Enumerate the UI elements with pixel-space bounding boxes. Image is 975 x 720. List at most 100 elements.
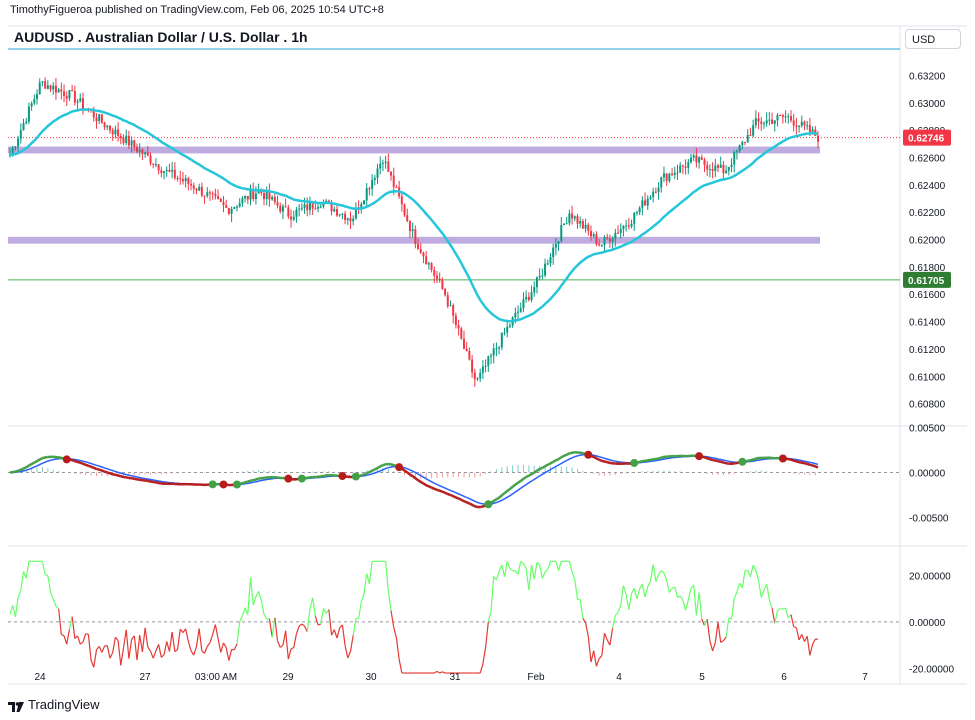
candle-body: [111, 130, 114, 135]
macd-line-segment: [806, 462, 811, 466]
macd-line-segment: [715, 459, 719, 463]
momentum-line-segment: [149, 650, 154, 659]
candle-body: [527, 296, 530, 301]
macd-line-segment: [595, 457, 600, 461]
momentum-line-segment: [312, 597, 316, 617]
momentum-line-segment: [279, 644, 284, 648]
momentum-line-segment: [171, 631, 176, 652]
macd-line-segment: [544, 463, 549, 468]
crossover-dot[interactable]: [351, 472, 360, 481]
osc-tick-label: 0.00500: [909, 424, 946, 435]
momentum-line-segment: [652, 564, 657, 582]
macd-line-segment: [360, 473, 365, 477]
crossover-dot[interactable]: [232, 480, 241, 489]
momentum-line-segment: [582, 618, 587, 624]
candle-body: [552, 247, 555, 258]
momentum-line-segment: [633, 588, 638, 599]
time-tick-label: 4: [616, 672, 622, 683]
moving-average-line[interactable]: [9, 108, 819, 323]
crossover-dot[interactable]: [62, 455, 71, 464]
candle-body: [146, 152, 149, 156]
support-resistance-zone[interactable]: [8, 236, 820, 244]
crossover-dot[interactable]: [395, 463, 404, 472]
candle-body: [565, 223, 568, 225]
crossover-dot[interactable]: [338, 472, 347, 481]
candle-body: [65, 95, 68, 99]
candle-body: [644, 200, 647, 206]
macd-line-segment: [252, 478, 257, 482]
candle-body: [811, 129, 814, 133]
momentum-line-segment: [506, 561, 511, 569]
macd-line-segment: [601, 459, 605, 463]
crossover-dot[interactable]: [484, 500, 493, 509]
candle-body: [33, 99, 36, 104]
crossover-dot[interactable]: [695, 452, 704, 461]
momentum-line-segment: [574, 579, 579, 600]
candle-body: [776, 115, 779, 121]
momentum-line-segment: [328, 609, 333, 636]
candle-body: [314, 208, 317, 210]
momentum-line-segment: [436, 670, 440, 674]
signal-line[interactable]: [9, 453, 819, 506]
crossover-dot[interactable]: [778, 454, 787, 463]
candle-body: [671, 173, 674, 176]
crossover-dot[interactable]: [584, 450, 593, 459]
crossover-dot[interactable]: [219, 480, 228, 489]
support-resistance-zone[interactable]: [8, 146, 820, 154]
macd-line-segment: [44, 455, 49, 459]
momentum-line-segment: [185, 628, 189, 642]
crossover-dot[interactable]: [630, 458, 639, 467]
momentum-line-segment: [76, 635, 81, 645]
momentum-line-segment: [117, 640, 122, 666]
currency-selector[interactable]: USD: [905, 29, 961, 49]
candle-body: [698, 157, 701, 163]
crossover-dot[interactable]: [738, 457, 747, 466]
candle-body: [798, 125, 801, 127]
candle-body: [495, 348, 498, 350]
momentum-line-segment: [249, 577, 254, 606]
crossover-dot[interactable]: [297, 474, 306, 483]
momentum-line-segment: [268, 618, 273, 638]
last-price-tag[interactable]: [903, 129, 951, 146]
macd-line-segment: [552, 459, 557, 463]
candle-body: [395, 186, 398, 188]
momentum-line-segment: [41, 561, 46, 575]
macd-line-segment: [255, 477, 260, 481]
candle-body: [592, 234, 595, 237]
candle-body: [54, 85, 57, 93]
momentum-line-segment: [231, 648, 235, 651]
momentum-line-segment: [320, 608, 325, 625]
candle-body: [181, 179, 184, 182]
candle-body: [235, 206, 238, 208]
candle-body: [200, 186, 203, 196]
momentum-line-segment: [679, 595, 684, 601]
price-tick-label: 0.62600: [909, 154, 946, 165]
candle-body: [279, 205, 282, 212]
tradingview-brand[interactable]: TradingView: [8, 697, 100, 712]
macd-line-segment: [706, 457, 711, 461]
candle-body: [349, 218, 352, 222]
level-price-tag[interactable]: [903, 271, 951, 288]
macd-line-segment: [104, 470, 108, 474]
candle-body: [290, 216, 293, 220]
candle-body: [160, 170, 163, 173]
crossover-dot[interactable]: [208, 480, 217, 489]
momentum-line-segment: [133, 635, 138, 661]
crossover-dot[interactable]: [284, 474, 293, 483]
momentum-line-segment: [366, 573, 370, 585]
macd-line-segment: [71, 458, 76, 463]
candle-body: [17, 138, 20, 147]
macd-line-segment: [525, 474, 530, 479]
candle-body: [19, 130, 22, 139]
momentum-line-segment: [258, 591, 262, 601]
momentum-line-segment: [193, 646, 198, 656]
macd-line-segment: [466, 501, 470, 505]
candle-body: [400, 196, 403, 205]
momentum-line-segment: [122, 629, 127, 648]
momentum-line-segment: [498, 564, 503, 572]
macd-line-segment: [555, 457, 560, 462]
momentum-line-segment: [282, 630, 287, 646]
candle-body: [595, 234, 598, 245]
macd-line-segment: [155, 481, 159, 485]
